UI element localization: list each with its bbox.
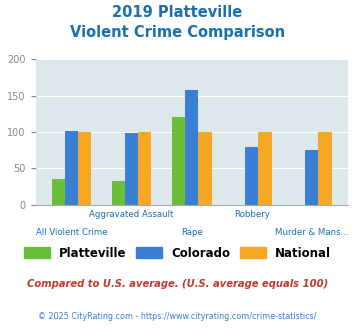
Bar [78,132,91,205]
Bar [65,131,78,205]
Bar [245,147,258,205]
Text: Murder & Mans...: Murder & Mans... [275,228,349,237]
Bar [125,133,138,205]
Text: Rape: Rape [181,228,203,237]
Text: Aggravated Assault: Aggravated Assault [89,211,174,219]
Text: © 2025 CityRating.com - https://www.cityrating.com/crime-statistics/: © 2025 CityRating.com - https://www.city… [38,312,317,321]
Text: Robbery: Robbery [234,211,270,219]
Text: Violent Crime Comparison: Violent Crime Comparison [70,25,285,40]
Text: Compared to U.S. average. (U.S. average equals 100): Compared to U.S. average. (U.S. average … [27,279,328,289]
Text: 2019 Platteville: 2019 Platteville [113,5,242,20]
Bar [185,90,198,205]
Bar [112,182,125,205]
Bar [305,150,318,205]
Bar [198,132,212,205]
Bar [172,117,185,205]
Legend: Platteville, Colorado, National: Platteville, Colorado, National [19,242,336,264]
Bar [52,179,65,205]
Text: All Violent Crime: All Violent Crime [36,228,107,237]
Bar [258,132,272,205]
Bar [138,132,152,205]
Bar [318,132,332,205]
